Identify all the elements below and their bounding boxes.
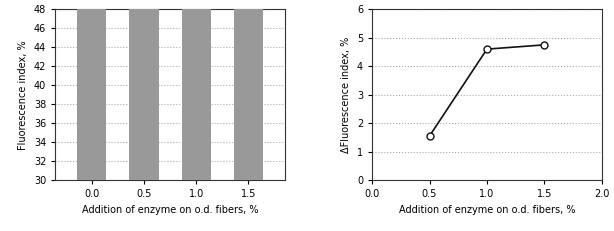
X-axis label: Addition of enzyme on o.d. fibers, %: Addition of enzyme on o.d. fibers, % <box>398 205 575 215</box>
Bar <box>77 0 106 180</box>
X-axis label: Addition of enzyme on o.d. fibers, %: Addition of enzyme on o.d. fibers, % <box>82 205 258 215</box>
Bar <box>234 0 263 180</box>
Bar <box>182 0 211 180</box>
Y-axis label: Fluorescence index, %: Fluorescence index, % <box>18 40 28 149</box>
Bar <box>130 0 158 180</box>
Y-axis label: ΔFluorescence index, %: ΔFluorescence index, % <box>341 36 351 153</box>
